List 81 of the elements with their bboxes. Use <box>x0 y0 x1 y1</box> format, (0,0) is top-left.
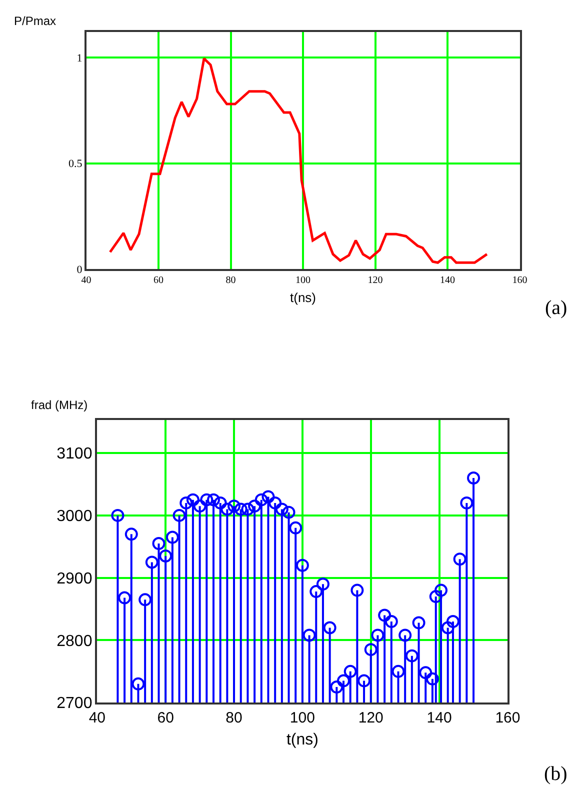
point <box>441 621 454 634</box>
x-tick-label: 100 <box>290 709 315 726</box>
point <box>337 674 350 688</box>
point <box>460 496 474 510</box>
point <box>405 649 418 662</box>
point <box>398 628 412 642</box>
x-tick-label: 160 <box>512 274 528 286</box>
point <box>220 502 234 516</box>
point <box>419 666 432 680</box>
point <box>302 628 316 642</box>
y-tick-label: 0 <box>76 264 83 276</box>
point <box>275 502 288 516</box>
x-tick-label: 120 <box>358 709 384 726</box>
text: (b) <box>544 763 568 785</box>
y-axis-title: frad (MHz) <box>31 398 88 412</box>
point <box>262 490 275 504</box>
point <box>358 674 371 688</box>
point <box>310 585 323 598</box>
x-tick-label: 120 <box>368 274 383 286</box>
point <box>118 591 132 604</box>
point <box>138 593 152 606</box>
x-tick-label: 40 <box>81 274 92 286</box>
point <box>166 530 179 544</box>
point <box>330 680 344 694</box>
point <box>200 493 214 506</box>
point <box>412 616 426 630</box>
point <box>316 578 330 591</box>
point <box>384 615 398 628</box>
point <box>434 584 448 597</box>
point <box>159 549 172 562</box>
point <box>180 496 193 510</box>
line-series <box>108 57 488 264</box>
point <box>111 508 124 522</box>
point <box>282 506 296 519</box>
y-axis-title: P/Pmax <box>14 14 56 28</box>
point <box>132 677 145 690</box>
x-tick-label: 140 <box>440 274 456 286</box>
y-tick-label: 1 <box>76 52 82 64</box>
y-tick-label: 2800 <box>56 632 92 650</box>
x-axis-title: t(ns) <box>290 290 316 305</box>
point <box>296 558 309 572</box>
point <box>241 502 254 516</box>
point <box>378 608 392 622</box>
point <box>446 615 460 628</box>
y-tick-label: 2900 <box>56 570 92 588</box>
point <box>124 528 138 541</box>
x-axis-title: t(ns) <box>286 732 318 749</box>
point <box>186 493 200 506</box>
point <box>207 493 220 506</box>
point <box>371 628 384 642</box>
y-tick-label: 0.5 <box>68 158 83 170</box>
point <box>453 552 466 566</box>
point <box>467 472 480 484</box>
point <box>350 584 364 597</box>
point <box>248 500 262 513</box>
x-tick-label: 140 <box>426 709 452 726</box>
point <box>344 664 357 678</box>
point <box>214 496 227 510</box>
x-tick-label: 80 <box>226 709 242 726</box>
point <box>228 500 241 513</box>
x-tick-label: 80 <box>226 274 236 286</box>
point <box>392 664 405 678</box>
text: (a) <box>545 297 568 319</box>
point <box>172 508 186 522</box>
x-tick-label: 60 <box>154 274 164 286</box>
x-tick-label: 100 <box>296 274 311 286</box>
point <box>323 621 336 634</box>
point <box>145 556 158 569</box>
x-tick-label: 160 <box>495 709 520 726</box>
y-tick-label: 3000 <box>56 508 92 526</box>
point <box>268 496 282 510</box>
point <box>364 643 378 656</box>
point <box>289 521 302 534</box>
point <box>152 537 166 550</box>
point <box>234 502 248 516</box>
point <box>429 590 442 604</box>
point <box>193 500 206 513</box>
y-tick-label: 3100 <box>56 446 92 463</box>
point <box>426 672 439 686</box>
x-tick-label: 60 <box>157 709 174 726</box>
point <box>254 493 268 506</box>
